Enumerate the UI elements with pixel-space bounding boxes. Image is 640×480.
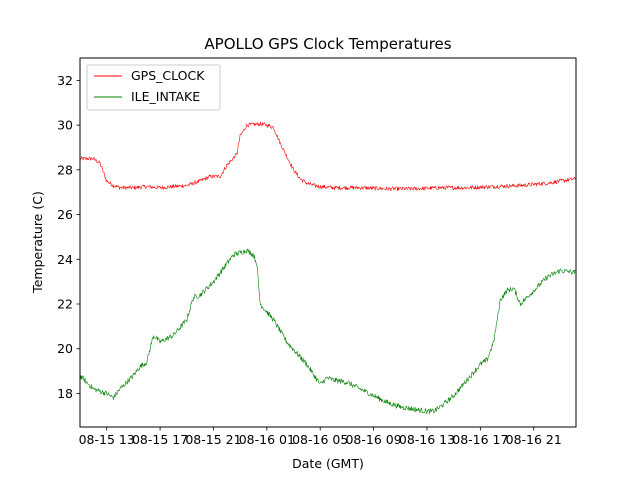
plot-area-frame xyxy=(79,57,577,428)
x-tick-label: 08-16 09 xyxy=(345,432,401,447)
x-tick-label: 08-16 17 xyxy=(452,432,508,447)
x-axis-label: Date (GMT) xyxy=(292,456,364,471)
y-tick-label: 20 xyxy=(57,341,73,356)
series-layer xyxy=(80,121,576,415)
x-tick-label: 08-15 21 xyxy=(185,432,241,447)
legend-label-ile-intake: ILE_INTAKE xyxy=(131,89,200,104)
chart-title: APOLLO GPS Clock Temperatures xyxy=(204,35,451,53)
y-tick-label: 32 xyxy=(57,73,73,88)
x-tick-label: 08-16 13 xyxy=(399,432,455,447)
series-line-gps-clock xyxy=(80,121,576,192)
x-tick-label: 08-15 13 xyxy=(79,432,135,447)
y-tick-label: 30 xyxy=(57,118,73,133)
y-tick-label: 24 xyxy=(57,252,73,267)
y-tick-label: 28 xyxy=(57,162,73,177)
legend-label-gps-clock: GPS_CLOCK xyxy=(131,68,205,83)
x-tick-label: 08-16 21 xyxy=(506,432,562,447)
x-tick-label: 08-16 01 xyxy=(239,432,295,447)
y-tick-label: 22 xyxy=(57,297,73,312)
series-line-ile-intake xyxy=(80,248,576,415)
y-axis: 18 20 22 24 26 28 30 32 xyxy=(57,73,80,401)
x-tick-label: 08-16 05 xyxy=(292,432,348,447)
legend: GPS_CLOCK ILE_INTAKE xyxy=(86,64,221,111)
y-axis-label: Temperature (C) xyxy=(30,191,45,294)
x-tick-label: 08-15 17 xyxy=(132,432,188,447)
y-tick-label: 18 xyxy=(57,386,73,401)
y-tick-label: 26 xyxy=(57,207,73,222)
